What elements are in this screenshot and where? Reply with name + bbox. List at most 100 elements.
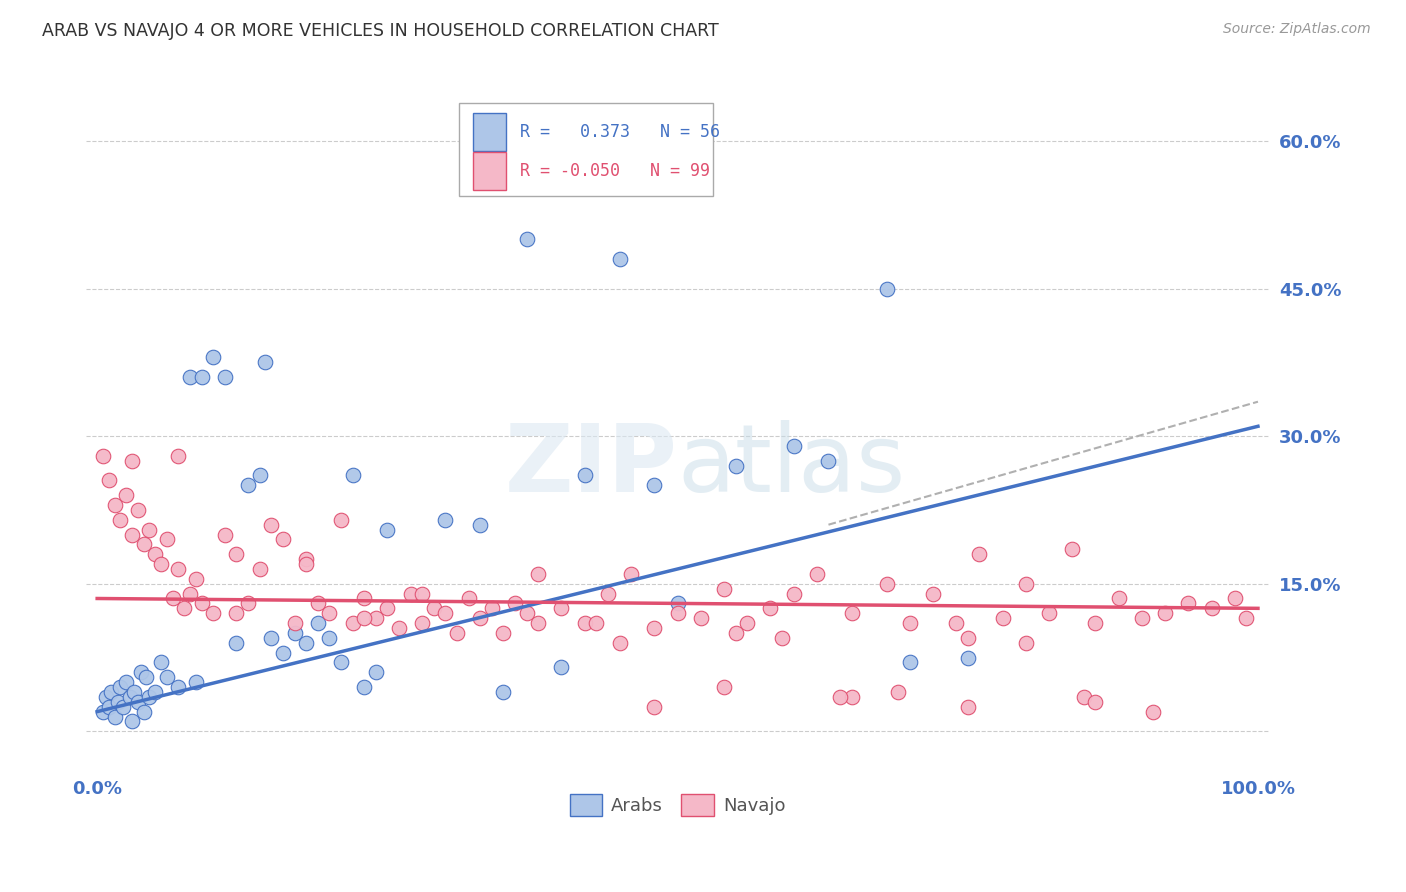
Point bbox=[643, 621, 665, 635]
Point bbox=[100, 685, 122, 699]
Point bbox=[377, 601, 399, 615]
Point bbox=[295, 557, 318, 571]
Point bbox=[110, 680, 132, 694]
Point bbox=[666, 596, 689, 610]
Point bbox=[214, 527, 236, 541]
Point bbox=[620, 566, 643, 581]
Point bbox=[898, 656, 921, 670]
Point bbox=[1201, 601, 1223, 615]
Point bbox=[132, 537, 155, 551]
Text: ZIP: ZIP bbox=[505, 419, 678, 512]
Point bbox=[956, 650, 979, 665]
Point bbox=[643, 478, 665, 492]
Point bbox=[283, 616, 305, 631]
Point bbox=[249, 468, 271, 483]
Point bbox=[922, 586, 945, 600]
Point bbox=[364, 665, 387, 680]
Point bbox=[1084, 616, 1107, 631]
Point bbox=[190, 596, 212, 610]
Point bbox=[179, 370, 201, 384]
Point bbox=[236, 596, 259, 610]
Point bbox=[434, 607, 457, 621]
Point bbox=[1130, 611, 1153, 625]
Point bbox=[516, 232, 538, 246]
Point bbox=[353, 611, 375, 625]
Point bbox=[260, 517, 283, 532]
Point bbox=[184, 572, 207, 586]
Point bbox=[190, 370, 212, 384]
Point bbox=[318, 631, 340, 645]
Point bbox=[609, 252, 631, 266]
FancyBboxPatch shape bbox=[458, 103, 713, 195]
Point bbox=[956, 699, 979, 714]
Point bbox=[574, 616, 596, 631]
Point bbox=[150, 557, 173, 571]
Point bbox=[138, 690, 160, 704]
Point bbox=[318, 607, 340, 621]
Point bbox=[643, 699, 665, 714]
Point bbox=[713, 680, 735, 694]
Point bbox=[132, 705, 155, 719]
Point bbox=[1015, 636, 1038, 650]
Point bbox=[841, 607, 863, 621]
Text: atlas: atlas bbox=[678, 419, 905, 512]
Point bbox=[214, 370, 236, 384]
Point bbox=[236, 478, 259, 492]
Point bbox=[596, 586, 619, 600]
Point bbox=[167, 449, 190, 463]
Point bbox=[806, 566, 828, 581]
Point bbox=[828, 690, 851, 704]
Point bbox=[735, 616, 758, 631]
Point bbox=[127, 503, 149, 517]
Point bbox=[150, 656, 173, 670]
Point bbox=[115, 488, 138, 502]
Point bbox=[353, 591, 375, 606]
Point bbox=[388, 621, 411, 635]
Point bbox=[956, 631, 979, 645]
Point bbox=[411, 586, 433, 600]
Point bbox=[609, 636, 631, 650]
Point bbox=[225, 607, 247, 621]
Point bbox=[143, 685, 166, 699]
Point bbox=[96, 690, 118, 704]
Point bbox=[1154, 607, 1177, 621]
Point bbox=[167, 562, 190, 576]
Point bbox=[492, 626, 515, 640]
Point bbox=[295, 552, 318, 566]
Point bbox=[470, 611, 492, 625]
Point bbox=[173, 601, 195, 615]
Point bbox=[782, 586, 804, 600]
Point bbox=[110, 513, 132, 527]
Point bbox=[249, 562, 271, 576]
Point bbox=[434, 513, 457, 527]
Point bbox=[585, 616, 607, 631]
Point bbox=[91, 449, 114, 463]
Point bbox=[179, 586, 201, 600]
Point bbox=[121, 454, 143, 468]
Point bbox=[121, 714, 143, 729]
Point bbox=[111, 699, 134, 714]
Point bbox=[271, 646, 294, 660]
Point bbox=[969, 547, 991, 561]
Point bbox=[724, 626, 747, 640]
Point bbox=[156, 533, 179, 547]
Point bbox=[1234, 611, 1257, 625]
Point bbox=[254, 355, 277, 369]
Point bbox=[446, 626, 468, 640]
Legend: Arabs, Navajo: Arabs, Navajo bbox=[562, 787, 793, 823]
Point bbox=[307, 616, 329, 631]
Point bbox=[574, 468, 596, 483]
Point bbox=[103, 498, 125, 512]
Point bbox=[353, 680, 375, 694]
Point bbox=[156, 670, 179, 684]
Point bbox=[271, 533, 294, 547]
Point bbox=[91, 705, 114, 719]
Point bbox=[841, 690, 863, 704]
Point bbox=[503, 596, 526, 610]
Point bbox=[492, 685, 515, 699]
Point bbox=[713, 582, 735, 596]
Point bbox=[1084, 695, 1107, 709]
Point bbox=[666, 607, 689, 621]
Point bbox=[162, 591, 184, 606]
Point bbox=[118, 690, 141, 704]
